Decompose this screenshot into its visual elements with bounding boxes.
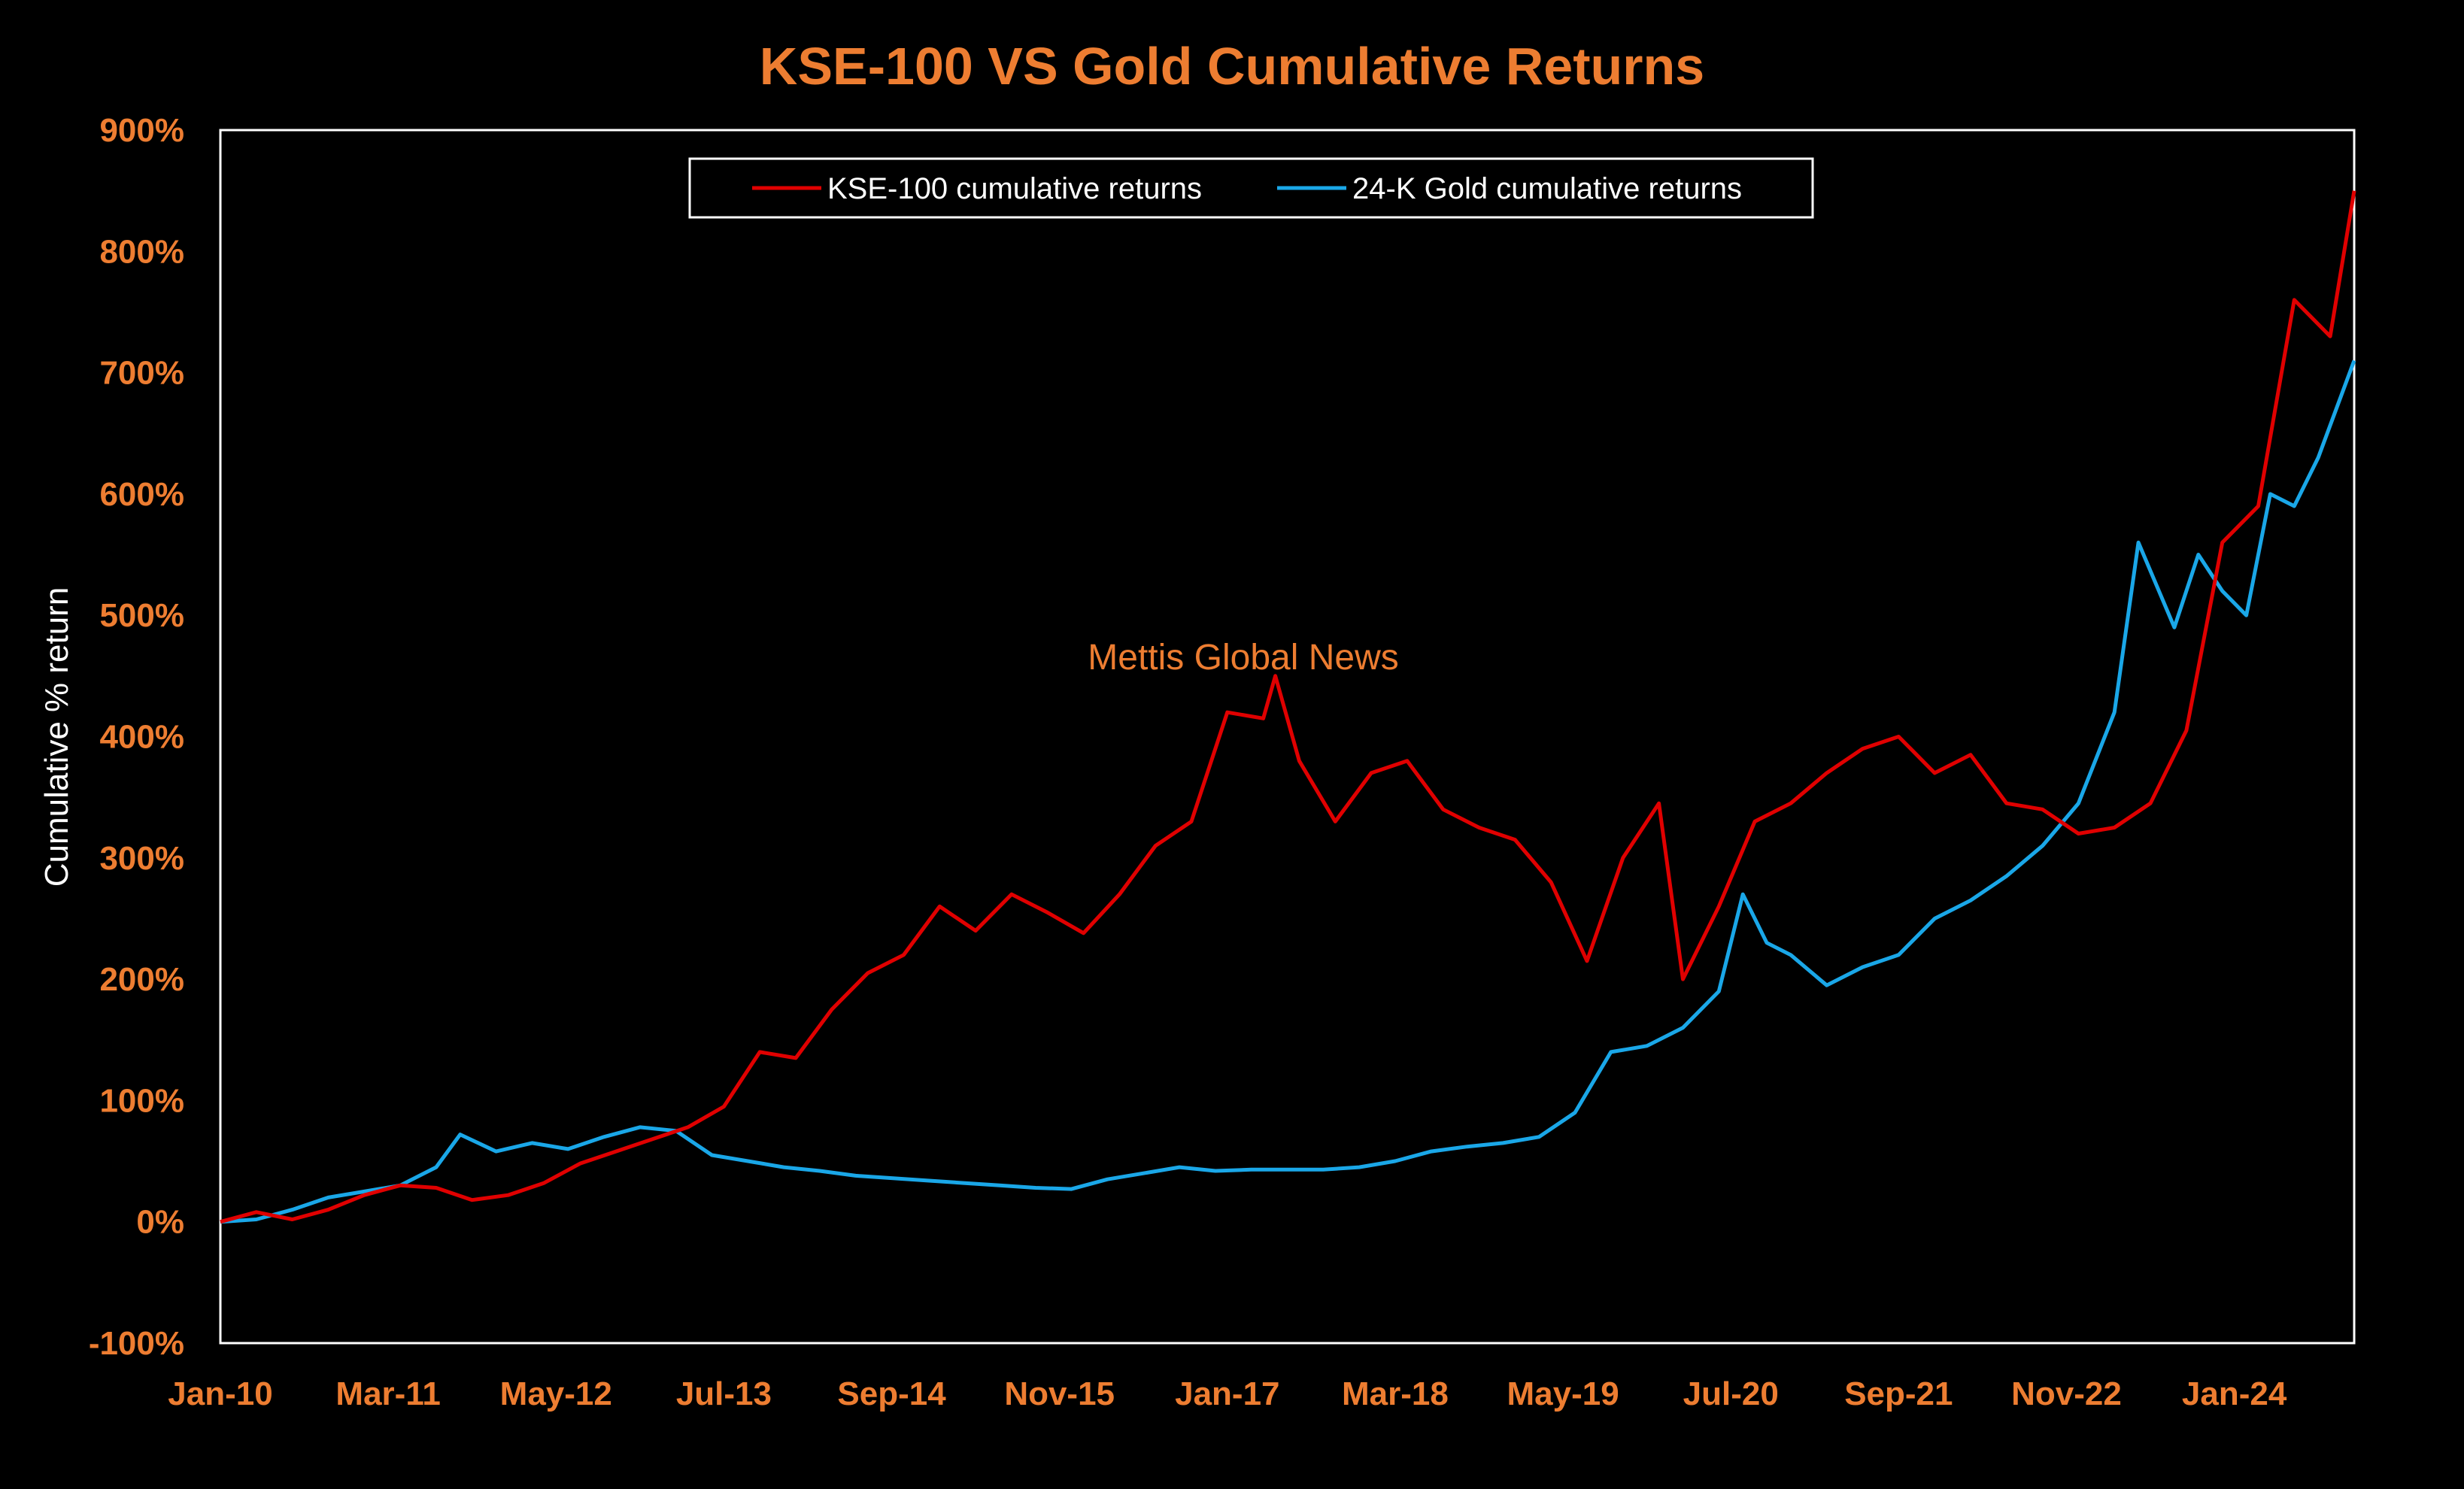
- x-tick-label: Mar-11: [335, 1375, 440, 1412]
- y-axis-label: Cumulative % return: [38, 587, 75, 887]
- x-tick-label: Jan-24: [2182, 1375, 2287, 1412]
- y-tick-label: 300%: [99, 840, 184, 877]
- y-tick-label: 500%: [99, 597, 184, 634]
- y-tick-label: 100%: [99, 1082, 184, 1119]
- series-layer: [220, 190, 2356, 1224]
- x-tick-label: Jan-10: [168, 1375, 272, 1412]
- plot-area-frame: [219, 129, 2356, 1345]
- y-tick-label: 600%: [99, 476, 184, 513]
- legend-box: [688, 157, 1814, 219]
- y-tick-label: 800%: [99, 233, 184, 270]
- x-tick-label: Mar-18: [1342, 1375, 1449, 1412]
- legend-label-gold: 24-K Gold cumulative returns: [1352, 172, 1742, 205]
- watermark: Mettis Global News: [1088, 638, 1398, 678]
- series-line-kse100: [220, 190, 2356, 1224]
- y-tick-label: 0%: [136, 1204, 184, 1241]
- x-tick-label: May-19: [1507, 1375, 1619, 1412]
- x-tick-label: Sep-21: [1844, 1375, 1953, 1412]
- legend: KSE-100 cumulative returns 24-K Gold cum…: [688, 157, 1814, 219]
- y-tick-label: 900%: [99, 112, 184, 149]
- x-tick-label: Jul-13: [676, 1375, 772, 1412]
- y-tick-label: 400%: [99, 719, 184, 756]
- y-tick-label: -100%: [89, 1325, 184, 1362]
- legend-label-kse100: KSE-100 cumulative returns: [827, 172, 1202, 205]
- x-tick-label: Nov-15: [1004, 1375, 1115, 1412]
- y-tick-label: 700%: [99, 355, 184, 392]
- x-tick-label: Nov-22: [2011, 1375, 2122, 1412]
- x-tick-label: Jul-20: [1683, 1375, 1779, 1412]
- y-axis-ticks: -100% 0% 100% 200% 300% 400% 500% 600% 700% 800% 9…: [89, 112, 184, 1362]
- series-line-gold: [220, 359, 2356, 1224]
- x-tick-label: Jan-17: [1175, 1375, 1279, 1412]
- x-tick-label: May-12: [500, 1375, 612, 1412]
- chart-title: KSE-100 VS Gold Cumulative Returns: [760, 37, 1704, 96]
- x-tick-label: Sep-14: [837, 1375, 946, 1412]
- x-axis-ticks: Jan-10 Mar-11 May-12 Jul-13 Sep-14 Nov-15 Jan-…: [168, 1375, 2287, 1412]
- y-tick-label: 200%: [99, 961, 184, 998]
